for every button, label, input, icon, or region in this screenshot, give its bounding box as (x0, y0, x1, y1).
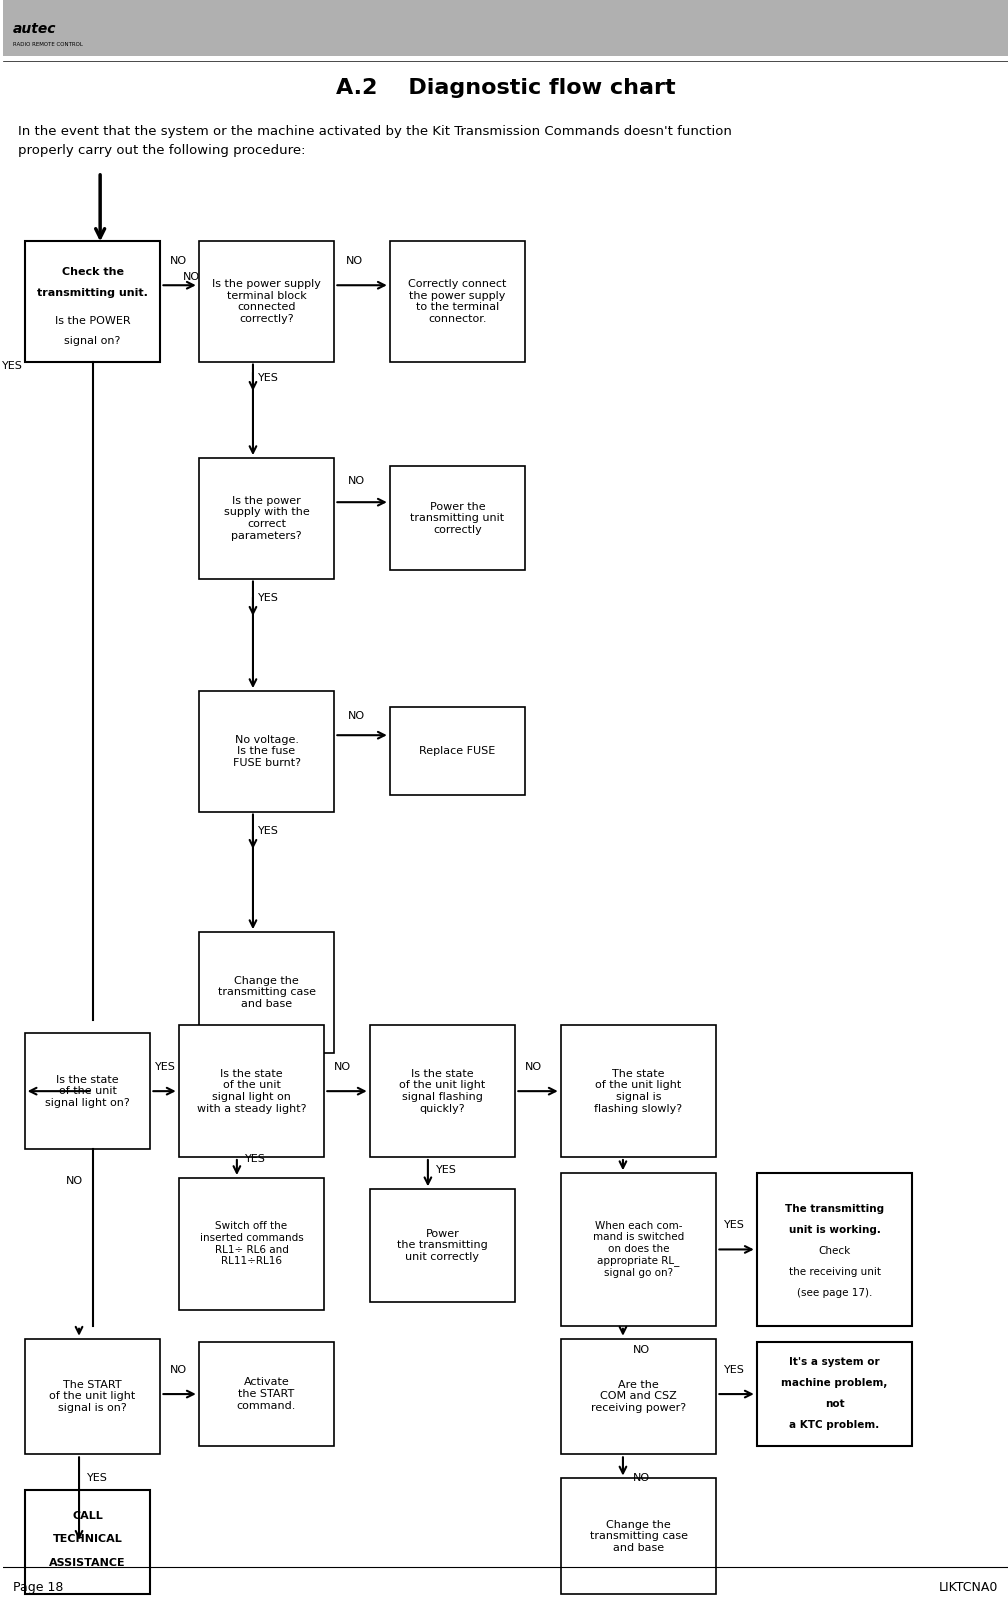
Text: Is the state
of the unit
signal light on
with a steady light?: Is the state of the unit signal light on… (197, 1069, 306, 1114)
Text: A.2    Diagnostic flow chart: A.2 Diagnostic flow chart (336, 79, 675, 98)
Text: Activate
the START
command.: Activate the START command. (237, 1377, 296, 1411)
Text: YES: YES (245, 1154, 265, 1163)
Text: a KTC problem.: a KTC problem. (789, 1419, 880, 1430)
FancyBboxPatch shape (25, 1033, 150, 1149)
Text: Change the
transmitting case
and base: Change the transmitting case and base (590, 1520, 687, 1552)
Text: Switch off the
inserted commands
RL1÷ RL6 and
RL11÷RL16: Switch off the inserted commands RL1÷ RL… (200, 1221, 303, 1266)
Text: In the event that the system or the machine activated by the Kit Transmission Co: In the event that the system or the mach… (18, 125, 732, 157)
Text: YES: YES (258, 373, 278, 382)
Text: The state
of the unit light
signal is
flashing slowly?: The state of the unit light signal is fl… (595, 1069, 682, 1114)
Text: Replace FUSE: Replace FUSE (419, 746, 496, 757)
Text: Check the: Check the (61, 267, 124, 278)
FancyBboxPatch shape (560, 1173, 717, 1326)
Text: YES: YES (724, 1364, 745, 1376)
Text: Power
the transmitting
unit correctly: Power the transmitting unit correctly (397, 1229, 488, 1261)
Text: NO: NO (334, 1062, 351, 1072)
Text: Is the state
of the unit light
signal flashing
quickly?: Is the state of the unit light signal fl… (399, 1069, 486, 1114)
Text: Is the power
supply with the
correct
parameters?: Is the power supply with the correct par… (224, 497, 309, 540)
Text: YES: YES (258, 593, 278, 603)
Text: When each com-
mand is switched
on does the
appropriate RL_
signal go on?: When each com- mand is switched on does … (593, 1221, 684, 1278)
FancyBboxPatch shape (199, 1342, 335, 1446)
Text: YES: YES (724, 1220, 745, 1231)
Text: Check: Check (818, 1245, 851, 1257)
FancyBboxPatch shape (390, 241, 525, 362)
Text: The transmitting: The transmitting (785, 1204, 884, 1215)
FancyBboxPatch shape (199, 241, 335, 362)
FancyBboxPatch shape (25, 1339, 160, 1454)
Text: transmitting unit.: transmitting unit. (37, 288, 148, 299)
Text: Correctly connect
the power supply
to the terminal
connector.: Correctly connect the power supply to th… (408, 280, 507, 323)
Text: Is the power supply
terminal block
connected
correctly?: Is the power supply terminal block conne… (212, 280, 321, 323)
Text: It's a system or: It's a system or (789, 1356, 880, 1368)
Text: NO: NO (525, 1062, 542, 1072)
Text: ASSISTANCE: ASSISTANCE (49, 1557, 126, 1568)
Text: Page 18: Page 18 (13, 1581, 64, 1594)
Text: RADIO REMOTE CONTROL: RADIO REMOTE CONTROL (13, 42, 83, 48)
Text: NO: NO (183, 272, 201, 283)
Text: Is the POWER: Is the POWER (54, 315, 130, 326)
FancyBboxPatch shape (3, 0, 1008, 56)
Text: (see page 17).: (see page 17). (797, 1287, 872, 1298)
FancyBboxPatch shape (370, 1189, 515, 1302)
Text: unit is working.: unit is working. (788, 1225, 881, 1236)
Text: LIKTCNA0: LIKTCNA0 (938, 1581, 998, 1594)
Text: NO: NO (632, 1474, 649, 1483)
FancyBboxPatch shape (560, 1025, 717, 1157)
Text: CALL: CALL (73, 1511, 103, 1522)
FancyBboxPatch shape (178, 1025, 325, 1157)
FancyBboxPatch shape (757, 1173, 912, 1326)
Text: No voltage.
Is the fuse
FUSE burnt?: No voltage. Is the fuse FUSE burnt? (233, 734, 300, 768)
Text: YES: YES (435, 1165, 457, 1175)
Text: NO: NO (170, 1364, 187, 1376)
FancyBboxPatch shape (25, 1490, 150, 1594)
Text: NO: NO (346, 256, 363, 267)
FancyBboxPatch shape (560, 1339, 717, 1454)
FancyBboxPatch shape (199, 458, 335, 579)
Text: NO: NO (66, 1176, 83, 1186)
FancyBboxPatch shape (757, 1342, 912, 1446)
Text: YES: YES (155, 1062, 176, 1072)
Text: NO: NO (632, 1345, 649, 1355)
Text: Is the state
of the unit
signal light on?: Is the state of the unit signal light on… (45, 1075, 130, 1107)
Text: TECHNICAL: TECHNICAL (52, 1533, 122, 1544)
FancyBboxPatch shape (178, 1178, 325, 1310)
Text: Power the
transmitting unit
correctly: Power the transmitting unit correctly (410, 501, 505, 535)
Text: YES: YES (258, 826, 278, 836)
Text: NO: NO (348, 476, 365, 487)
Text: Change the
transmitting case
and base: Change the transmitting case and base (218, 975, 316, 1009)
Text: Are the
COM and CSZ
receiving power?: Are the COM and CSZ receiving power? (591, 1380, 686, 1413)
FancyBboxPatch shape (25, 241, 160, 362)
FancyBboxPatch shape (560, 1478, 717, 1594)
Text: YES: YES (2, 360, 23, 371)
FancyBboxPatch shape (199, 932, 335, 1053)
Text: not: not (825, 1398, 845, 1409)
FancyBboxPatch shape (370, 1025, 515, 1157)
Text: YES: YES (87, 1474, 108, 1483)
FancyBboxPatch shape (390, 466, 525, 570)
FancyBboxPatch shape (390, 707, 525, 795)
Text: autec: autec (13, 22, 56, 35)
Text: NO: NO (348, 710, 365, 722)
FancyBboxPatch shape (199, 691, 335, 812)
Text: The START
of the unit light
signal is on?: The START of the unit light signal is on… (49, 1380, 136, 1413)
Text: signal on?: signal on? (65, 336, 121, 347)
Text: machine problem,: machine problem, (781, 1377, 888, 1388)
Text: NO: NO (170, 256, 187, 267)
Text: the receiving unit: the receiving unit (788, 1266, 881, 1278)
